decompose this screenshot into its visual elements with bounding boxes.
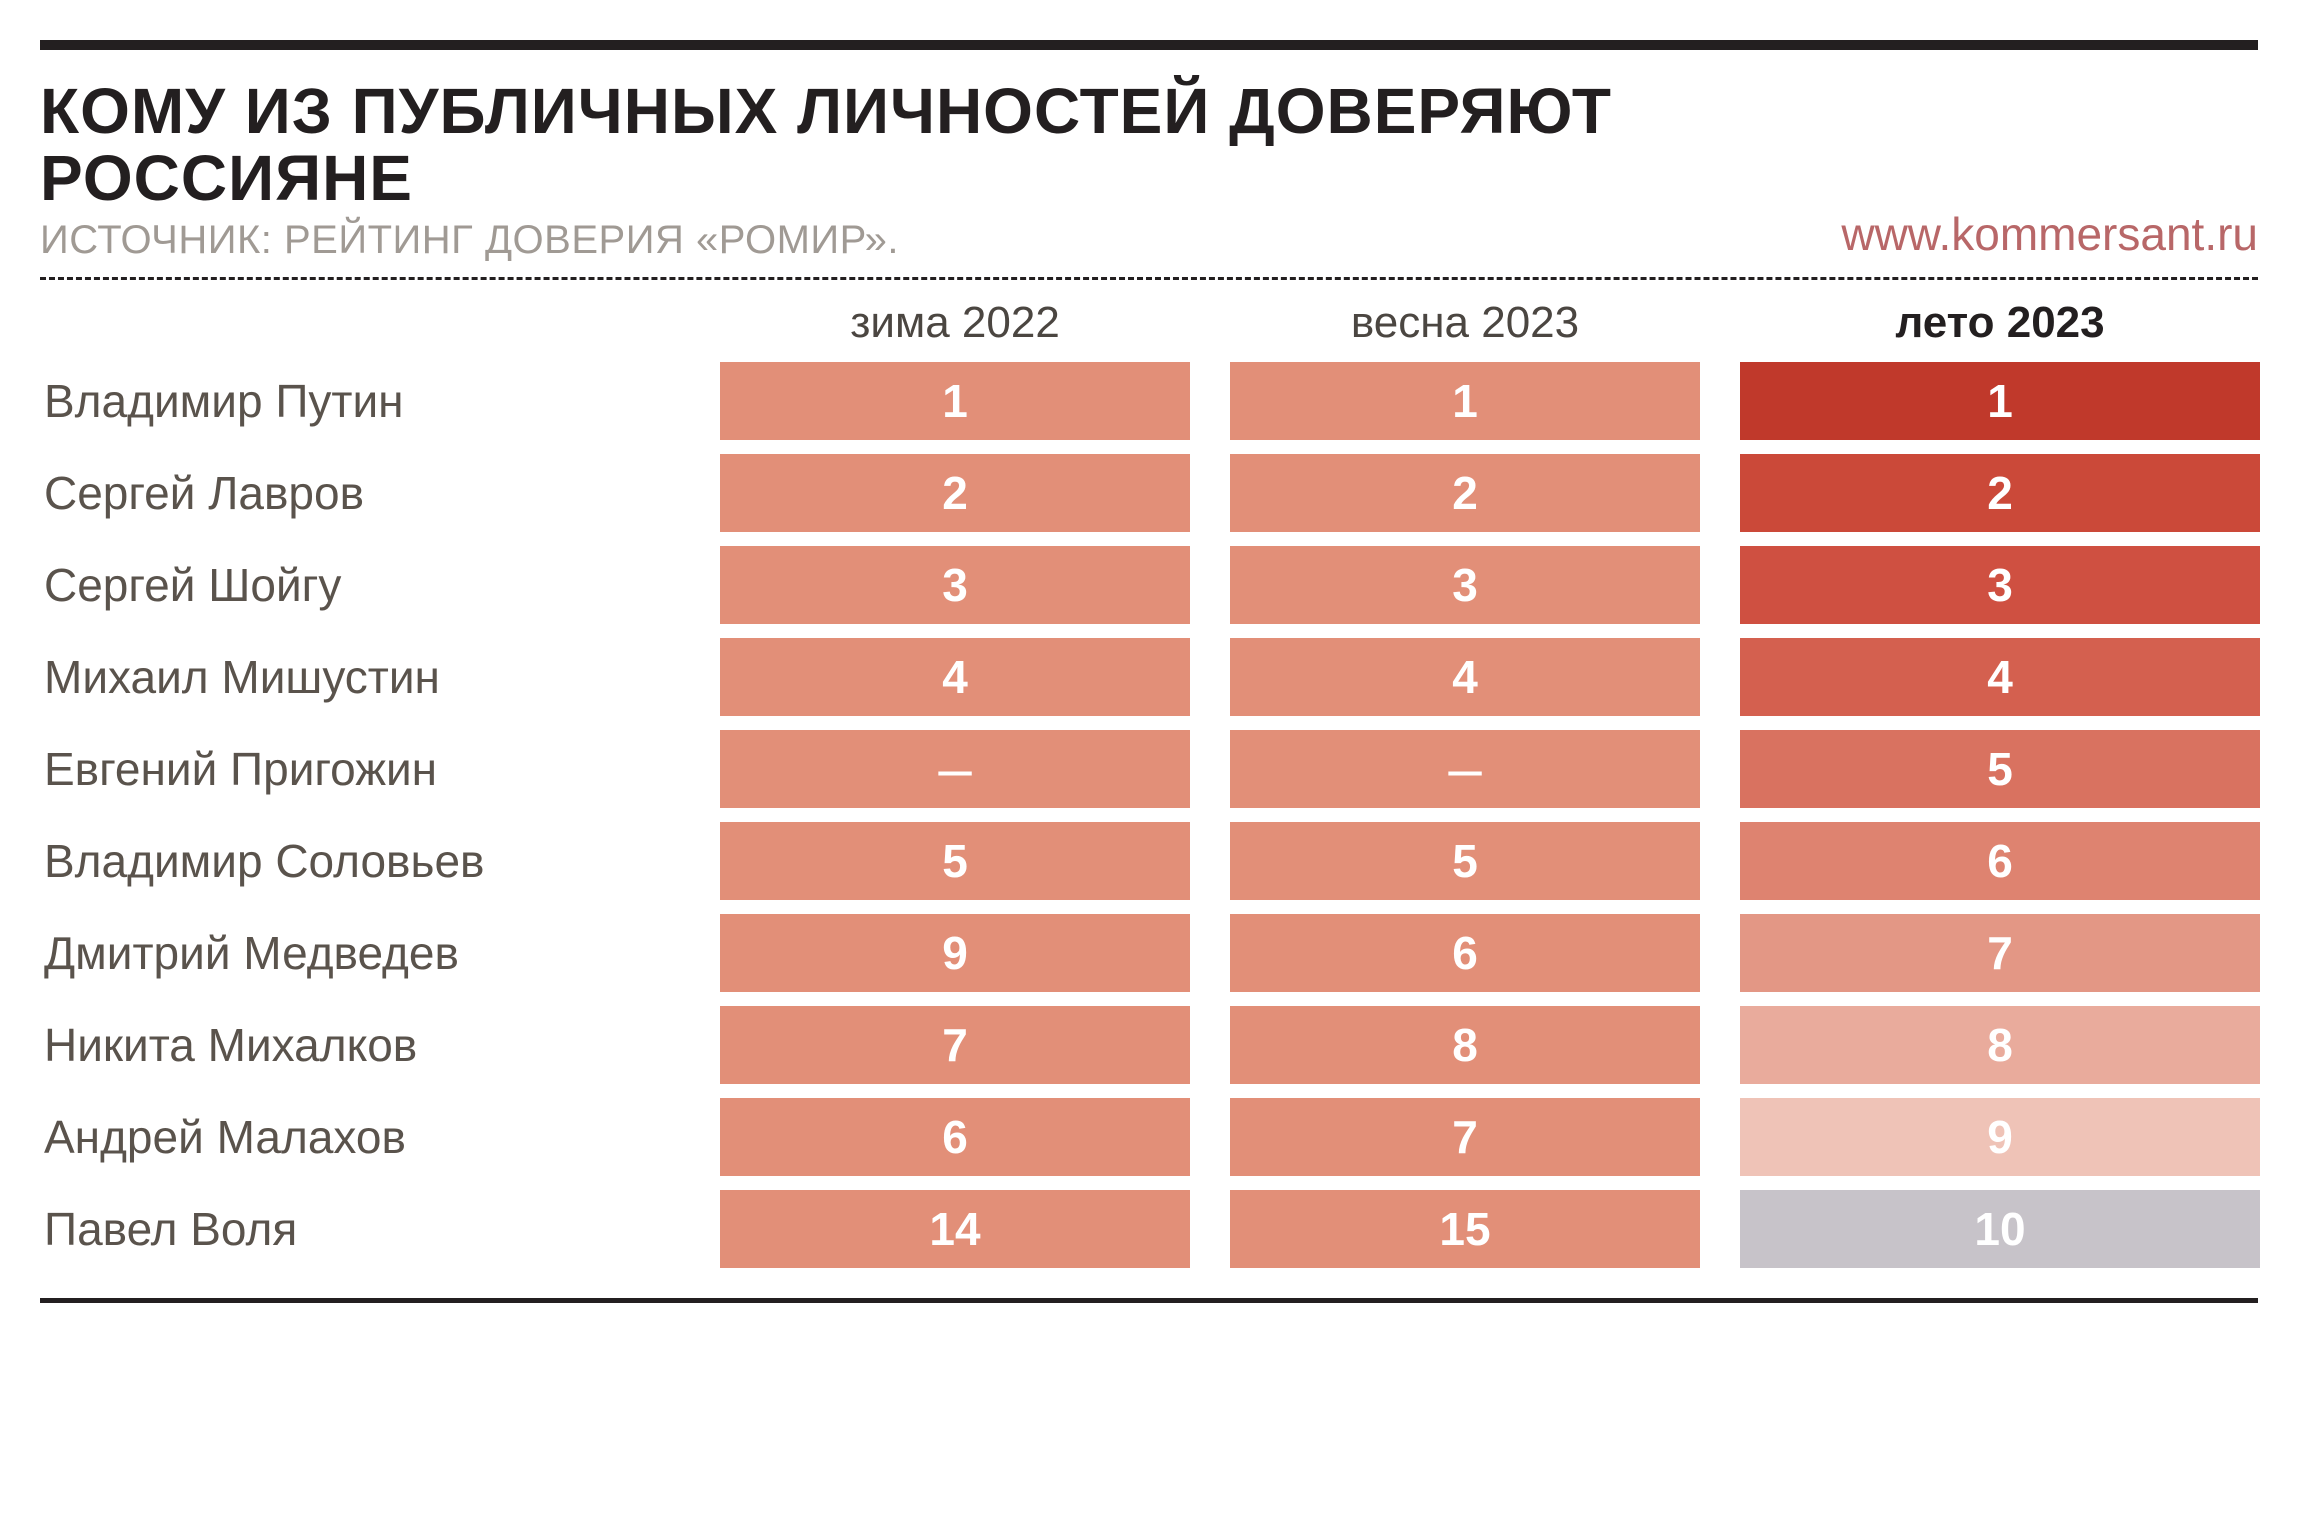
col-head-summer: лето 2023 [1740,298,2260,348]
cell-summer: 6 [1740,822,2260,900]
cell-summer: 4 [1740,638,2260,716]
cell-spring: 15 [1230,1190,1700,1268]
header-block: КОМУ ИЗ ПУБЛИЧНЫХ ЛИЧНОСТЕЙ ДОВЕРЯЮТ РОС… [40,78,2258,263]
person-name: Сергей Лавров [40,454,680,532]
cell-winter: 14 [720,1190,1190,1268]
cell-winter: 5 [720,822,1190,900]
person-name: Михаил Мишустин [40,638,680,716]
top-rule [40,40,2258,50]
dashed-rule [40,277,2258,280]
person-name: Дмитрий Медведев [40,914,680,992]
person-name: Андрей Малахов [40,1098,680,1176]
column-headers: зима 2022 весна 2023 лето 2023 [40,298,2258,348]
person-name: Владимир Соловьев [40,822,680,900]
cell-spring: 8 [1230,1006,1700,1084]
cell-winter: 1 [720,362,1190,440]
col-head-spring: весна 2023 [1230,298,1700,348]
cell-winter: 4 [720,638,1190,716]
cell-spring: 7 [1230,1098,1700,1176]
cell-spring: 5 [1230,822,1700,900]
person-name: Никита Михалков [40,1006,680,1084]
cell-spring: 3 [1230,546,1700,624]
cell-winter: 3 [720,546,1190,624]
person-name: Евгений Пригожин [40,730,680,808]
header-left: КОМУ ИЗ ПУБЛИЧНЫХ ЛИЧНОСТЕЙ ДОВЕРЯЮТ РОС… [40,78,1841,263]
cell-spring: – [1230,730,1700,808]
col-head-winter: зима 2022 [720,298,1190,348]
cell-summer: 9 [1740,1098,2260,1176]
data-grid: Владимир Путин111Сергей Лавров222Сергей … [40,362,2258,1268]
cell-spring: 2 [1230,454,1700,532]
cell-summer: 10 [1740,1190,2260,1268]
cell-winter: 9 [720,914,1190,992]
cell-spring: 6 [1230,914,1700,992]
cell-summer: 3 [1740,546,2260,624]
title: КОМУ ИЗ ПУБЛИЧНЫХ ЛИЧНОСТЕЙ ДОВЕРЯЮТ РОС… [40,78,1841,212]
cell-winter: – [720,730,1190,808]
site-url: www.kommersant.ru [1841,207,2258,261]
person-name: Сергей Шойгу [40,546,680,624]
cell-winter: 7 [720,1006,1190,1084]
cell-summer: 2 [1740,454,2260,532]
cell-summer: 7 [1740,914,2260,992]
cell-spring: 1 [1230,362,1700,440]
bottom-rule [40,1298,2258,1303]
source-line: ИСТОЧНИК: РЕЙТИНГ ДОВЕРИЯ «РОМИР». [40,218,1841,263]
cell-summer: 1 [1740,362,2260,440]
person-name: Павел Воля [40,1190,680,1268]
table-wrap: зима 2022 весна 2023 лето 2023 Владимир … [40,298,2258,1268]
cell-winter: 2 [720,454,1190,532]
cell-summer: 8 [1740,1006,2260,1084]
cell-winter: 6 [720,1098,1190,1176]
person-name: Владимир Путин [40,362,680,440]
cell-summer: 5 [1740,730,2260,808]
cell-spring: 4 [1230,638,1700,716]
infographic-root: КОМУ ИЗ ПУБЛИЧНЫХ ЛИЧНОСТЕЙ ДОВЕРЯЮТ РОС… [40,40,2258,1303]
